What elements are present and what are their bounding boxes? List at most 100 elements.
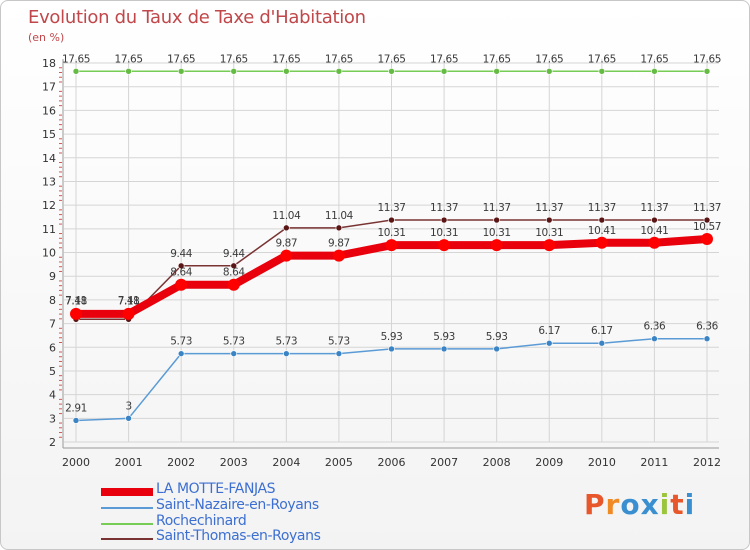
data-label: 9.87 [328, 238, 350, 250]
x-tick-label: 2007 [430, 456, 458, 469]
data-label: 8.64 [223, 267, 245, 279]
data-label: 17.65 [640, 53, 668, 65]
series-point-1 [545, 339, 553, 347]
x-tick-label: 2002 [167, 456, 195, 469]
data-label: 7.18 [65, 295, 87, 307]
data-label: 11.37 [693, 202, 721, 214]
legend-label: Saint-Thomas-en-Royans [156, 528, 321, 544]
chart-unit-label: (en %) [28, 31, 65, 44]
y-tick-label: 11 [42, 223, 56, 236]
series-point-0 [490, 239, 503, 252]
data-label: 9.44 [223, 248, 245, 260]
data-label: 11.37 [640, 202, 668, 214]
series-point-3 [493, 216, 500, 224]
logo-letter: t [670, 488, 685, 521]
series-point-0 [122, 307, 135, 320]
data-label: 5.73 [170, 336, 192, 348]
data-label: 11.37 [377, 202, 405, 214]
data-label: 10.31 [430, 227, 458, 239]
logo-letter: i [659, 488, 671, 521]
series-point-2 [230, 67, 238, 75]
data-label: 6.36 [696, 321, 718, 333]
data-label: 17.65 [430, 53, 458, 65]
data-label: 3 [125, 400, 131, 412]
series-point-1 [440, 345, 448, 353]
series-point-1 [72, 417, 80, 424]
data-label: 6.17 [591, 325, 613, 337]
series-point-3 [230, 262, 238, 270]
series-point-3 [598, 216, 606, 224]
y-tick-label: 14 [42, 152, 56, 165]
series-point-2 [651, 67, 658, 75]
logo-letter: x [640, 488, 660, 521]
data-label: 10.41 [588, 225, 616, 237]
data-label: 7.41 [118, 295, 140, 307]
legend-label: LA MOTTE-FANJAS [156, 481, 276, 497]
series-point-0 [701, 232, 713, 245]
series-point-3 [703, 216, 711, 224]
series-point-1 [230, 350, 238, 357]
y-tick-label: 7 [49, 318, 56, 331]
data-label: 9.44 [170, 248, 192, 260]
data-label: 17.65 [272, 53, 300, 65]
series-point-1 [651, 335, 658, 343]
series-point-3 [335, 224, 343, 232]
data-label: 11.04 [272, 210, 301, 222]
series-point-2 [545, 67, 553, 75]
data-label: 10.57 [693, 221, 721, 233]
y-tick-label: 3 [49, 412, 56, 425]
data-label: 17.65 [115, 53, 143, 65]
y-tick-label: 13 [42, 175, 56, 188]
logo-letter: i [684, 488, 696, 521]
series-point-1 [335, 350, 343, 357]
data-label: 6.17 [538, 325, 560, 337]
series-point-0 [280, 249, 293, 262]
data-label: 2.91 [65, 402, 87, 414]
data-label: 10.31 [483, 227, 511, 239]
series-point-2 [598, 67, 606, 75]
series-point-0 [175, 278, 188, 291]
data-labels: 7.41 7.41 8.64 8.64 9.87 9.87 10.31 10.31 10.31 1… [62, 53, 721, 414]
x-tick-label: 2012 [693, 456, 721, 469]
grid [64, 59, 719, 443]
series-point-1 [177, 350, 185, 357]
y-tick-label: 10 [42, 247, 56, 260]
data-label: 7.41 [65, 295, 87, 307]
x-tick-label: 2010 [588, 456, 616, 469]
data-label: 5.73 [328, 336, 350, 348]
series-point-2 [283, 67, 290, 75]
series-point-2 [388, 67, 395, 75]
series-point-3 [283, 224, 290, 232]
series-point-2 [125, 67, 132, 75]
chart-title: Evolution du Taux de Taxe d'Habitation [28, 7, 366, 28]
data-label: 17.65 [535, 53, 563, 65]
data-label: 6.36 [644, 321, 666, 333]
series-point-2 [177, 67, 185, 75]
data-label: 17.65 [483, 53, 511, 65]
data-label: 11.37 [588, 202, 616, 214]
y-tick-label: 6 [49, 341, 56, 354]
data-label: 17.65 [220, 53, 248, 65]
data-label: 5.73 [275, 336, 297, 348]
data-label: 5.93 [486, 331, 508, 343]
y-tick-label: 4 [49, 389, 56, 402]
logo-letter: o [620, 488, 641, 521]
data-label: 9.87 [275, 238, 297, 250]
data-label: 5.73 [223, 336, 245, 348]
y-tick-label: 2 [49, 436, 56, 449]
x-tick-label: 2009 [535, 456, 563, 469]
x-tick-label: 2006 [378, 456, 406, 469]
x-tick-label: 2003 [220, 456, 248, 469]
series-point-2 [440, 67, 448, 75]
x-tick-label: 2004 [272, 456, 300, 469]
data-label: 5.93 [381, 331, 403, 343]
data-label: 17.65 [693, 53, 721, 65]
data-label: 10.41 [640, 225, 668, 237]
x-tick-label: 2008 [483, 456, 511, 469]
series-point-1 [703, 335, 711, 343]
legend-swatch [101, 488, 153, 496]
x-tick-label: 2011 [640, 456, 668, 469]
data-label: 17.65 [588, 53, 616, 65]
